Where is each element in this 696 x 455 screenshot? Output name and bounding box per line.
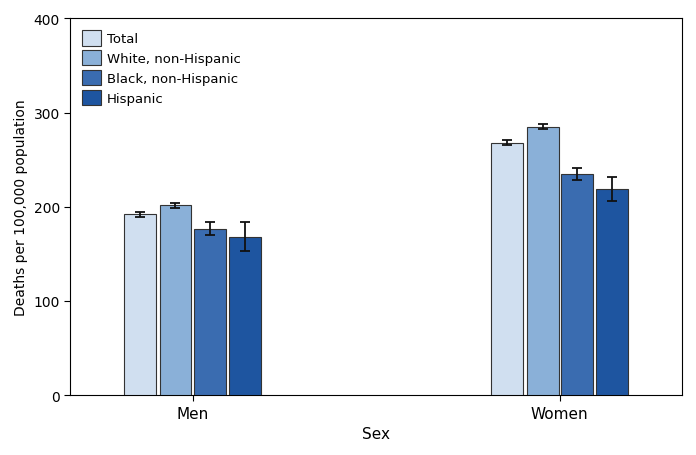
Bar	[124, 215, 156, 395]
Bar	[193, 229, 226, 395]
Bar	[491, 143, 523, 395]
X-axis label: Sex: Sex	[362, 426, 390, 441]
Y-axis label: Deaths per 100,000 population: Deaths per 100,000 population	[14, 99, 28, 315]
Bar	[596, 190, 628, 395]
Bar	[229, 237, 261, 395]
Bar	[527, 127, 558, 395]
Legend: Total, White, non-Hispanic, Black, non-Hispanic, Hispanic: Total, White, non-Hispanic, Black, non-H…	[77, 26, 246, 111]
Bar	[159, 206, 191, 395]
Bar	[561, 175, 593, 395]
